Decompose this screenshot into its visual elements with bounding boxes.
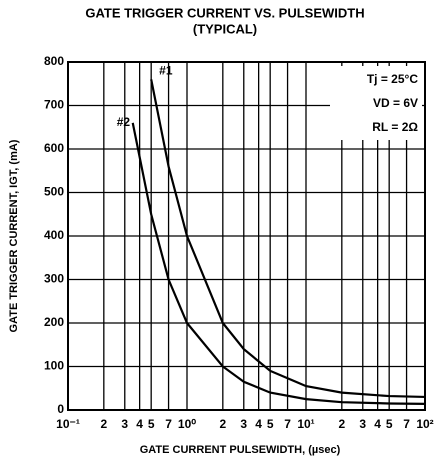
x-tick-label: 10⁰ xyxy=(178,417,196,431)
y-axis-label: GATE TRIGGER CURRENT, IGT, (mA) xyxy=(8,139,20,332)
x-tick-label: 4 xyxy=(136,417,143,431)
x-tick-label: 7 xyxy=(165,417,172,431)
x-tick-label: 4 xyxy=(255,417,262,431)
x-tick-label: 5 xyxy=(148,417,155,431)
x-tick-label: 5 xyxy=(386,417,393,431)
x-tick-label: 10⁻¹ xyxy=(56,417,80,431)
annotation: VD = 6V xyxy=(373,96,418,110)
y-tick-label: 300 xyxy=(44,272,64,286)
curve-label: #2 xyxy=(117,115,131,129)
x-tick-label: 2 xyxy=(338,417,345,431)
curve-label: #1 xyxy=(159,64,173,78)
x-tick-label: 7 xyxy=(284,417,291,431)
x-tick-label: 3 xyxy=(240,417,247,431)
chart-title: GATE TRIGGER CURRENT VS. PULSEWIDTH xyxy=(85,5,364,20)
y-tick-label: 0 xyxy=(57,402,64,416)
x-tick-label: 2 xyxy=(219,417,226,431)
x-tick-label: 4 xyxy=(374,417,381,431)
x-tick-label: 10² xyxy=(416,417,433,431)
y-tick-label: 600 xyxy=(44,141,64,155)
x-tick-label: 3 xyxy=(121,417,128,431)
y-tick-label: 500 xyxy=(44,185,64,199)
x-tick-label: 10¹ xyxy=(297,417,314,431)
y-tick-label: 100 xyxy=(44,359,64,373)
curve xyxy=(150,79,426,399)
annotation: Tj = 25°C xyxy=(367,72,418,86)
annotation: RL = 2Ω xyxy=(372,120,418,134)
y-tick-label: 400 xyxy=(44,228,64,242)
y-tick-label: 800 xyxy=(44,54,64,68)
chart-subtitle: (TYPICAL) xyxy=(193,21,257,36)
x-tick-label: 7 xyxy=(403,417,410,431)
y-tick-label: 700 xyxy=(44,98,64,112)
plot-frame xyxy=(67,61,426,411)
x-tick-label: 3 xyxy=(359,417,366,431)
x-tick-label: 5 xyxy=(267,417,274,431)
y-tick-label: 200 xyxy=(44,315,64,329)
x-tick-label: 2 xyxy=(100,417,107,431)
x-axis-label: GATE CURRENT PULSEWIDTH, (µsec) xyxy=(140,444,341,456)
annotation-box xyxy=(330,66,422,140)
curve xyxy=(131,122,426,406)
